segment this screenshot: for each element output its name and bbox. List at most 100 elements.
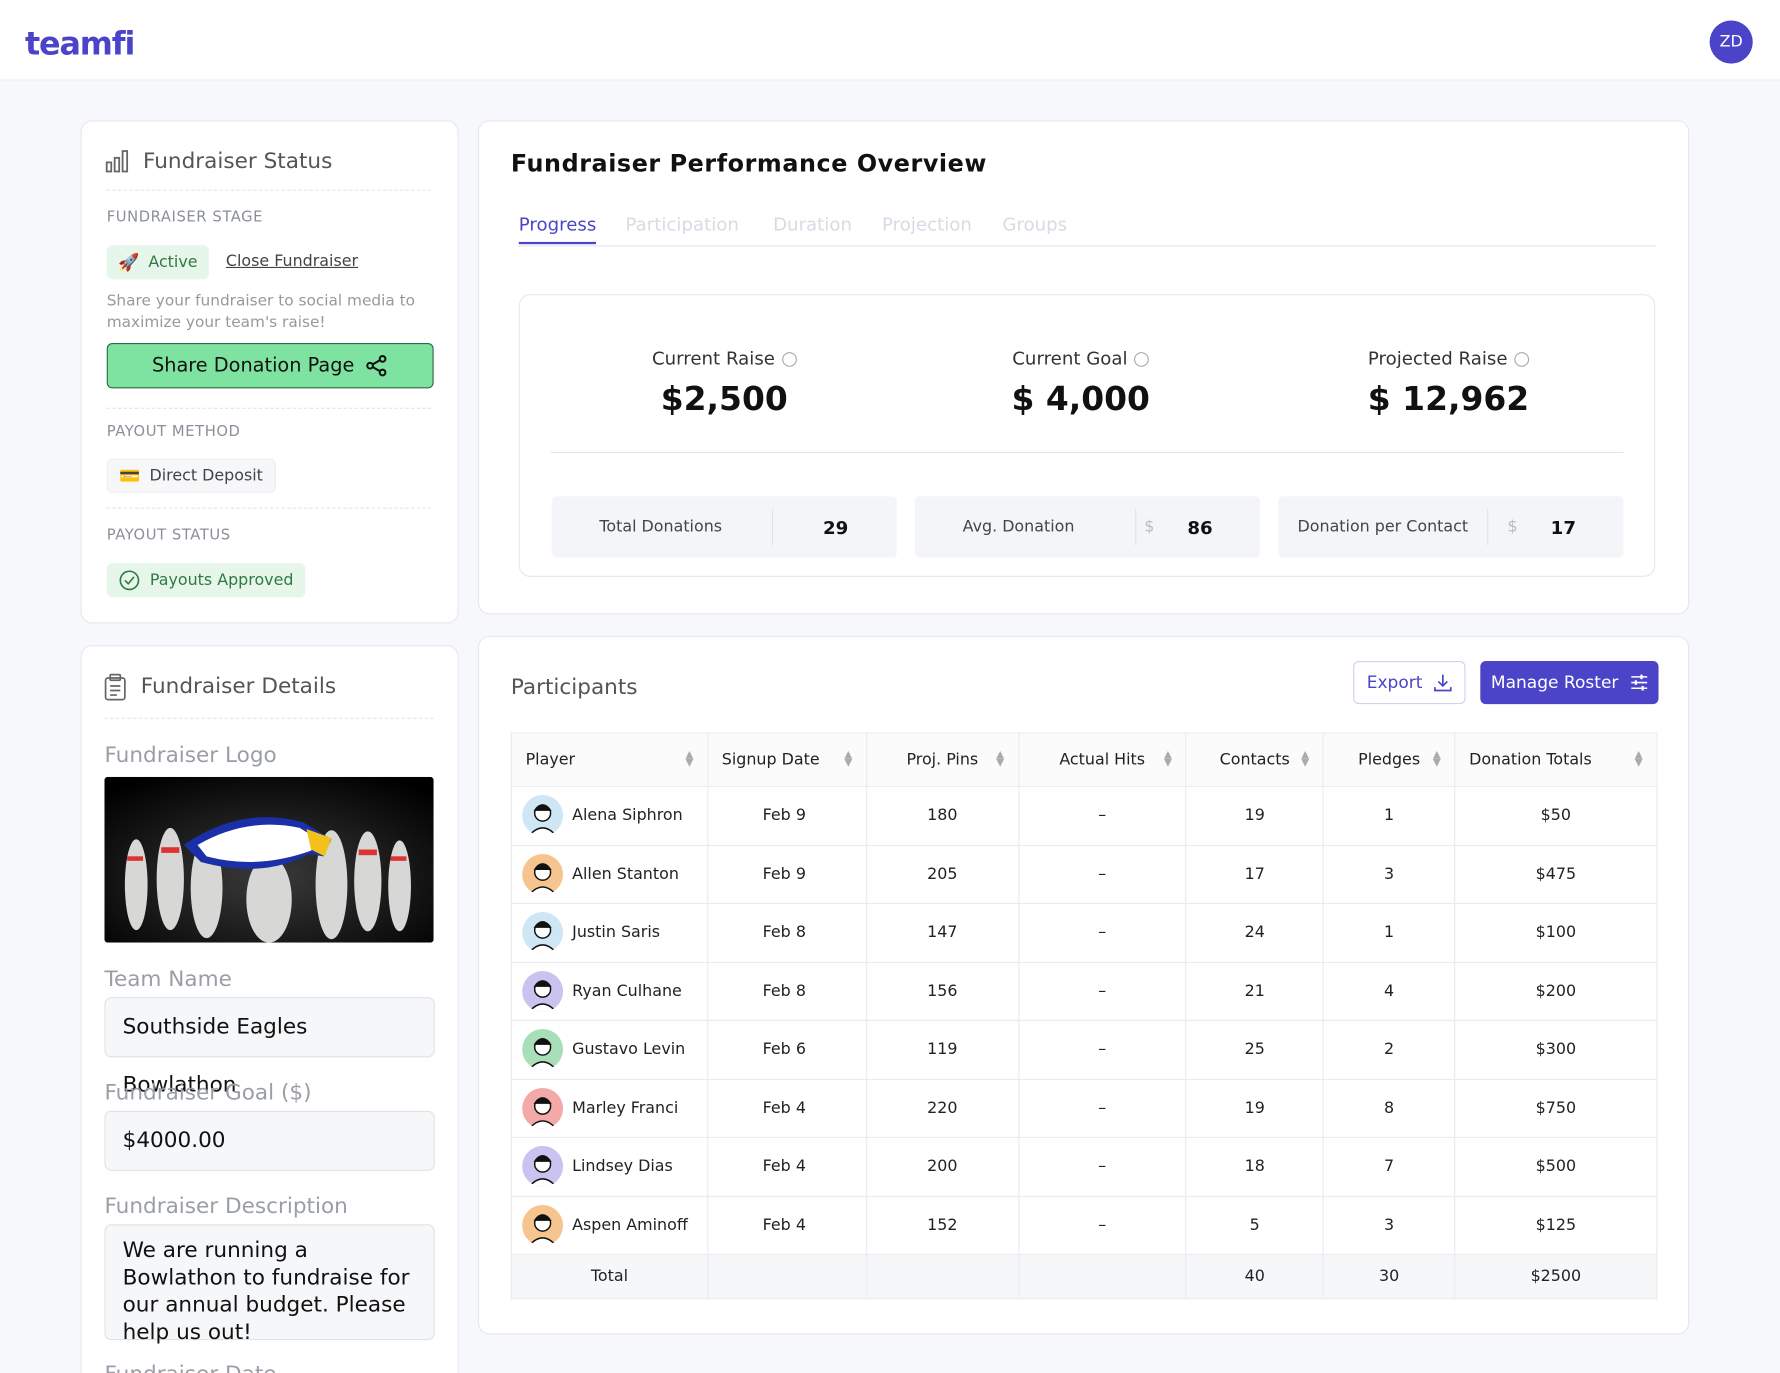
column-header[interactable]: Proj. Pins ▲ ▼ <box>865 732 1019 788</box>
manage-roster-button[interactable]: Manage Roster <box>1480 660 1659 705</box>
description-input[interactable]: We are running a Bowlathon to fundraise … <box>104 1224 435 1345</box>
column-header[interactable]: Player ▲ ▼ <box>510 732 709 788</box>
column-title: Signup Date <box>721 750 820 769</box>
signup-cell: Feb 4 <box>706 1195 867 1255</box>
share-text: Share your fundraiser to social media to… <box>106 291 416 332</box>
participant-row: Alena Siphron Feb 9 180–19 1 $50 <box>510 785 1658 846</box>
column-header[interactable]: Pledges ▲ ▼ <box>1322 732 1456 788</box>
signup-cell: Feb 8 <box>706 902 867 963</box>
column-header[interactable]: Contacts ▲ ▼ <box>1185 732 1324 788</box>
path <box>528 1236 557 1246</box>
stage: Active <box>148 253 198 272</box>
hits-cell: – <box>1017 844 1187 905</box>
tab[interactable]: Groups <box>1002 213 1068 236</box>
rect <box>1641 685 1644 691</box>
avatar-face <box>528 921 557 954</box>
field-label: Team Name <box>104 966 232 992</box>
sort-icon: ▲ ▼ <box>1634 749 1643 769</box>
separator <box>550 452 1624 454</box>
divider <box>771 508 774 546</box>
rect <box>105 161 113 173</box>
donations-cell: $100 <box>1454 902 1658 963</box>
column-title: Donation Totals <box>1469 750 1592 769</box>
player-avatar <box>522 970 564 1012</box>
metric-label: Current Raise <box>554 348 895 369</box>
avatar-face <box>528 1038 557 1071</box>
payout-method-badge: 💳 Direct Deposit <box>106 458 276 493</box>
field-label: Fundraiser Goal ($) <box>104 1080 312 1106</box>
participant-row: Allen Stanton Feb 9 205–17 3 $475 <box>510 844 1658 905</box>
tab[interactable]: Projection <box>882 213 972 236</box>
export-button[interactable]: Export <box>1353 660 1466 705</box>
column-title: Actual Hits <box>1059 750 1146 769</box>
details-card: Fundraiser Details Fundraiser Logo Team … <box>80 645 459 1373</box>
g <box>104 673 126 701</box>
avatar-face <box>528 979 557 1012</box>
contacts-cell: 17 <box>1185 844 1324 905</box>
total-contacts: 40 <box>1185 1253 1324 1300</box>
contacts-cell: 21 <box>1185 961 1324 1021</box>
participant-row: Lindsey Dias Feb 4 200–18 7 $500 <box>510 1136 1658 1197</box>
hits-cell: – <box>1017 902 1187 963</box>
rect <box>161 847 180 853</box>
hits-cell: – <box>1017 961 1187 1021</box>
path <box>306 829 332 857</box>
player-name: Gustavo Levin <box>572 1040 686 1059</box>
path <box>1434 674 1452 692</box>
player-avatar <box>522 1146 564 1188</box>
column-header[interactable]: Actual Hits ▲ ▼ <box>1017 732 1187 788</box>
hits-cell: – <box>1017 1019 1187 1080</box>
player-cell: Justin Saris <box>510 902 709 963</box>
avatar-face <box>528 804 557 837</box>
contacts-cell: 18 <box>1185 1136 1324 1197</box>
avatar-face <box>528 1213 557 1246</box>
path <box>528 885 557 895</box>
label: PAYOUT METHOD <box>106 423 241 441</box>
label: FUNDRAISER STAGE <box>106 208 264 227</box>
player-avatar <box>522 912 564 954</box>
metric-label: Current Goal <box>910 348 1251 369</box>
avatar-face <box>528 1096 557 1129</box>
stat-label: Avg. Donation <box>962 517 1075 537</box>
tab[interactable]: Progress <box>518 214 597 245</box>
rect <box>390 856 407 861</box>
pledges-cell: 1 <box>1322 785 1456 846</box>
empty-cell <box>865 1253 1019 1300</box>
table-body: Alena Siphron Feb 9 180–19 1 $50 Allen Stanto… <box>510 785 1658 1300</box>
tab[interactable]: Duration <box>773 213 852 236</box>
signup-cell: Feb 6 <box>706 1019 867 1080</box>
sort-icon: ▲ ▼ <box>1301 749 1310 769</box>
stat-value: 29 <box>823 516 849 539</box>
g <box>124 827 411 943</box>
contacts-cell: 5 <box>1185 1195 1324 1255</box>
user-avatar[interactable]: ZD <box>1709 20 1753 64</box>
ellipse <box>315 830 348 940</box>
column-title: Contacts <box>1219 750 1290 769</box>
close-link[interactable]: Close Fundraiser <box>225 252 359 271</box>
participant-row: Justin Saris Feb 8 147–24 1 $100 <box>510 902 1658 963</box>
top-bar: teamfi ZD <box>0 0 1780 81</box>
share-button[interactable]: Share Donation Page <box>106 342 434 389</box>
card-title: Participants <box>510 674 638 700</box>
column-header[interactable]: Donation Totals ▲ ▼ <box>1454 732 1658 788</box>
header-row: Player ▲ ▼ Signup Date ▲ ▼ Proj. Pins ▲ ▼ Actual … <box>510 732 1658 788</box>
column-header[interactable]: Signup Date ▲ ▼ <box>706 732 867 788</box>
logo[interactable]: teamfi <box>24 24 135 63</box>
avatar-face <box>528 862 557 895</box>
column-title: Proj. Pins <box>906 750 979 769</box>
thead: Player ▲ ▼ Signup Date ▲ ▼ Proj. Pins ▲ ▼ Actual … <box>510 732 1658 788</box>
signup-cell: Feb 4 <box>706 1136 867 1197</box>
pledges-cell: 1 <box>1322 902 1456 963</box>
player-avatar <box>522 795 564 837</box>
team-name-input[interactable]: Southside Eagles Bowlathon <box>104 997 435 1097</box>
path <box>528 944 557 954</box>
path <box>124 576 135 585</box>
sort-icon: ▲ ▼ <box>1164 749 1172 769</box>
avatar-face <box>528 1155 557 1188</box>
clipboard-icon <box>104 673 126 701</box>
check-icon <box>119 570 140 591</box>
goal-input[interactable]: $4000.00 <box>104 1110 435 1171</box>
signup-cell: Feb 8 <box>706 961 867 1021</box>
tab[interactable]: Participation <box>625 213 739 236</box>
